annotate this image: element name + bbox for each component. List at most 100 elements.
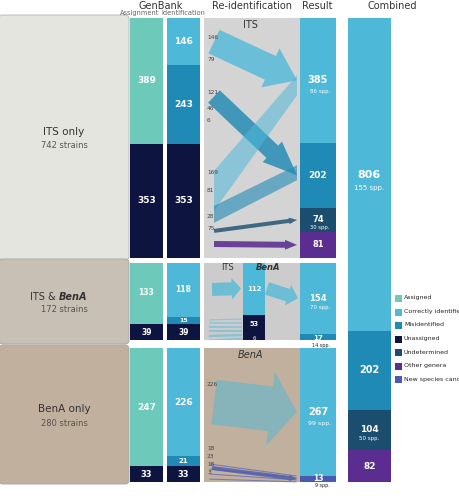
Text: 6: 6	[252, 336, 256, 342]
Bar	[395, 349, 402, 356]
Polygon shape	[208, 30, 297, 88]
Bar	[395, 295, 402, 302]
Bar	[130, 466, 163, 482]
Text: 385: 385	[308, 76, 328, 86]
Text: 79: 79	[207, 57, 214, 62]
FancyBboxPatch shape	[0, 259, 129, 344]
Text: BenA only: BenA only	[38, 404, 90, 414]
Text: Re-identification: Re-identification	[212, 1, 292, 11]
Text: 154: 154	[309, 294, 327, 303]
Text: 169: 169	[207, 170, 218, 175]
Bar	[300, 208, 336, 232]
Text: 202: 202	[359, 366, 380, 376]
Bar	[348, 450, 391, 482]
Text: ITS only: ITS only	[43, 127, 84, 137]
Bar	[130, 18, 163, 144]
Text: 70 spp.: 70 spp.	[310, 305, 330, 310]
Bar	[348, 331, 391, 409]
Text: 112: 112	[247, 286, 261, 292]
Bar	[204, 348, 334, 482]
Text: 155 spp.: 155 spp.	[354, 184, 385, 190]
Text: 104: 104	[360, 426, 379, 434]
Text: 39: 39	[178, 328, 189, 338]
Bar	[167, 324, 200, 342]
Polygon shape	[214, 165, 297, 223]
Text: Other genera: Other genera	[404, 363, 446, 368]
FancyBboxPatch shape	[0, 345, 129, 484]
Bar	[167, 317, 200, 324]
Text: 280 strains: 280 strains	[40, 418, 87, 428]
Polygon shape	[211, 372, 297, 446]
Text: 133: 133	[139, 288, 154, 298]
FancyBboxPatch shape	[0, 15, 129, 260]
Text: Combined: Combined	[367, 1, 417, 11]
Bar	[243, 262, 265, 314]
Bar	[243, 314, 265, 342]
Polygon shape	[212, 466, 297, 481]
Text: 146: 146	[174, 37, 193, 46]
Polygon shape	[265, 282, 298, 306]
Text: ITS &: ITS &	[30, 292, 59, 302]
Text: BenA: BenA	[237, 350, 263, 360]
Text: 81: 81	[207, 188, 214, 194]
Text: 389: 389	[137, 76, 156, 86]
Text: Correctly identified: Correctly identified	[404, 309, 459, 314]
Text: Assignment: Assignment	[120, 10, 160, 16]
Text: 742 strains: 742 strains	[40, 142, 87, 150]
Text: Undetermined: Undetermined	[404, 350, 449, 354]
Bar	[167, 18, 200, 65]
Text: 9 spp.: 9 spp.	[314, 484, 330, 488]
Text: Unassigned: Unassigned	[404, 336, 441, 341]
Polygon shape	[214, 76, 297, 211]
Text: 74: 74	[312, 216, 324, 224]
Bar	[395, 308, 402, 316]
Bar	[167, 348, 200, 456]
Text: 267: 267	[308, 407, 328, 417]
Text: 33: 33	[178, 470, 189, 478]
Bar	[300, 18, 336, 142]
Text: 353: 353	[174, 196, 193, 205]
Bar	[130, 324, 163, 342]
Bar	[395, 362, 402, 370]
Text: Identification: Identification	[161, 10, 205, 16]
Text: 15: 15	[179, 318, 188, 323]
Polygon shape	[214, 218, 297, 233]
Text: 6: 6	[207, 118, 211, 123]
Bar	[130, 260, 202, 263]
Text: 50 spp.: 50 spp.	[359, 436, 380, 442]
Bar	[300, 476, 336, 482]
Bar	[130, 348, 163, 466]
Text: 46: 46	[207, 106, 214, 111]
Text: 21: 21	[179, 458, 188, 464]
Text: ITS: ITS	[222, 264, 235, 272]
Text: 81: 81	[312, 240, 324, 250]
Bar	[130, 340, 202, 343]
Text: 18: 18	[207, 446, 214, 450]
Text: 18: 18	[207, 462, 214, 466]
Bar	[300, 232, 336, 258]
Text: 75: 75	[207, 226, 214, 232]
Text: 17: 17	[313, 335, 323, 341]
Text: 14 spp.: 14 spp.	[312, 344, 330, 348]
Text: 86 spp.: 86 spp.	[310, 89, 330, 94]
Bar	[130, 262, 163, 324]
Bar	[348, 18, 391, 331]
Text: GenBank: GenBank	[139, 1, 183, 11]
Bar	[395, 322, 402, 329]
Text: 121: 121	[207, 90, 218, 95]
Text: 202: 202	[309, 170, 327, 179]
Text: 172 strains: 172 strains	[40, 304, 87, 314]
Text: 806: 806	[358, 170, 381, 179]
Text: BenA: BenA	[59, 292, 87, 302]
Polygon shape	[214, 240, 297, 250]
Bar	[167, 144, 200, 258]
Text: 39: 39	[141, 328, 152, 338]
Text: 30 spp.: 30 spp.	[310, 226, 330, 230]
Text: Assigned: Assigned	[404, 296, 432, 300]
Bar	[167, 65, 200, 144]
Text: 118: 118	[175, 285, 191, 294]
Bar	[167, 456, 200, 466]
Text: Result: Result	[302, 1, 332, 11]
Bar	[300, 348, 336, 476]
Bar	[130, 144, 163, 258]
